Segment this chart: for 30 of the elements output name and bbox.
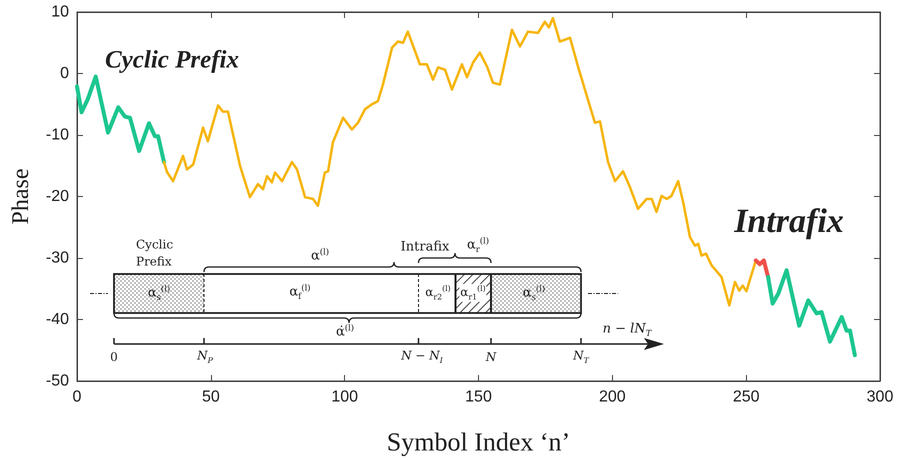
- annotation: n − lN$_{T}$: [602, 321, 652, 338]
- y-axis-title: Phase: [8, 168, 34, 224]
- annotation: α̇$^{(l)}$: [336, 322, 354, 340]
- y-tick-label: 10: [51, 4, 70, 20]
- annotation: 0: [110, 350, 118, 364]
- line-series: [766, 268, 857, 358]
- x-tick-label: 300: [866, 388, 894, 406]
- annotation: α$^{(l)}$: [310, 246, 330, 264]
- x-tick-label: 200: [598, 388, 626, 406]
- y-tick-label: -10: [46, 126, 70, 144]
- x-tick-label: 150: [465, 388, 492, 406]
- annotation: N: [486, 350, 496, 364]
- annotation: Intrafix: [400, 240, 450, 254]
- x-tick-label: 50: [202, 388, 220, 406]
- annotation: Cyclic Prefix: [105, 46, 239, 74]
- y-tick-label: -50: [46, 372, 70, 390]
- y-tick-label: -40: [46, 311, 70, 328]
- y-tick-label: -30: [46, 250, 70, 266]
- y-tick-label: -20: [46, 188, 70, 205]
- x-tick-label: 100: [331, 388, 358, 406]
- x-axis-title: Symbol Index ‘n’: [386, 428, 570, 456]
- y-tick-label: 0: [60, 65, 70, 82]
- annotation: N$_{P}$: [197, 348, 213, 365]
- annotation: N$_{T}$: [573, 348, 589, 365]
- x-tick-label: 250: [732, 388, 760, 406]
- x-tick-label: 0: [72, 388, 82, 406]
- annotation: Intrafix: [734, 203, 844, 240]
- annotation: N − N$_{I}$: [401, 348, 443, 365]
- line-series: [75, 74, 166, 164]
- annotation: Cyclic Prefix: [136, 236, 174, 271]
